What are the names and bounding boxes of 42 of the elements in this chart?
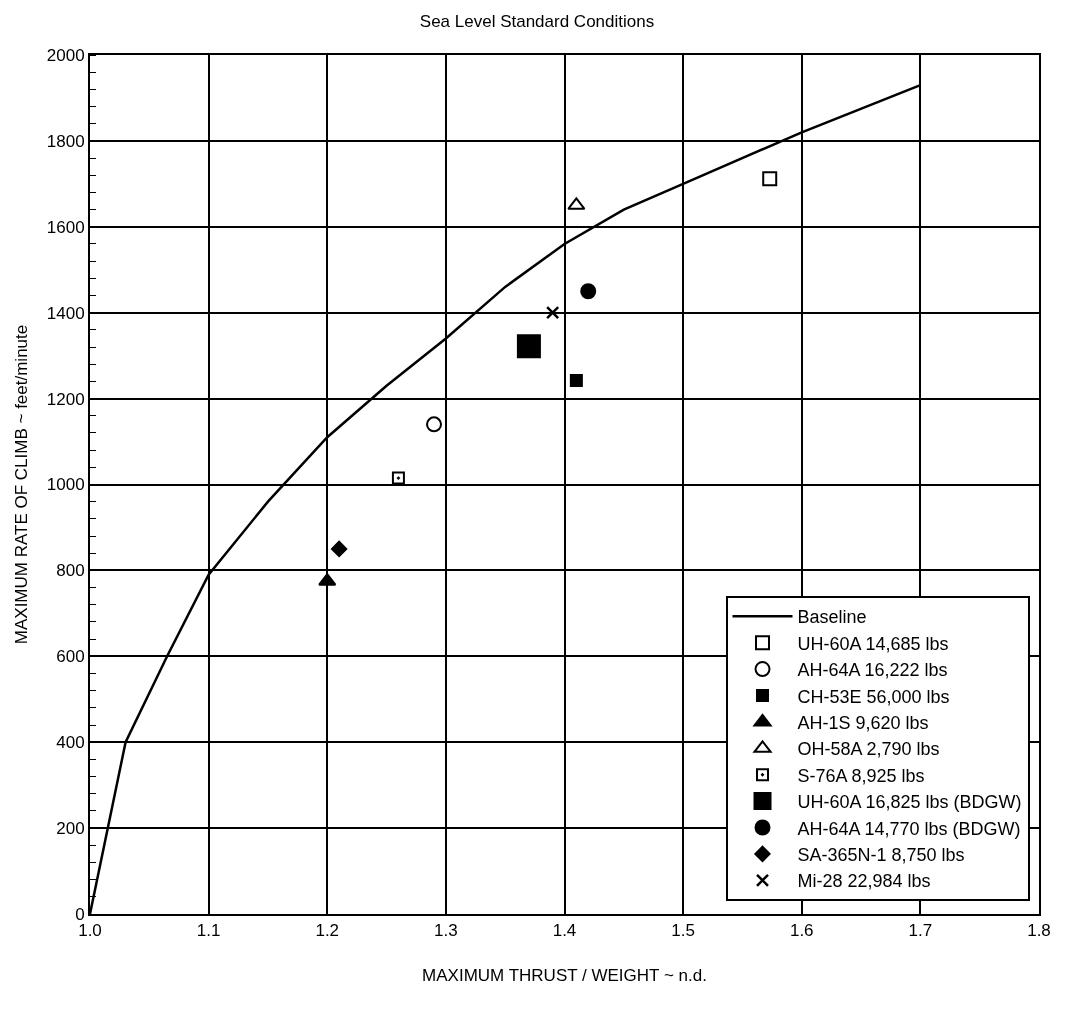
x-tick-label: 1.5	[671, 921, 695, 941]
x-axis-title: MAXIMUM THRUST / WEIGHT ~ n.d.	[422, 966, 707, 986]
x-tick-label: 1.7	[908, 921, 933, 941]
x-tick-label: 1.3	[434, 921, 458, 941]
point	[569, 374, 583, 388]
point	[330, 540, 348, 558]
point	[580, 283, 597, 300]
legend-label: AH-64A 14,770 lbs (BDGW)	[797, 818, 1021, 839]
y-tick-label: 200	[56, 819, 85, 839]
y-tick-label: 1800	[46, 131, 85, 151]
x-tick-label: 1.1	[196, 921, 221, 941]
legend-label: Mi-28 22,984 lbs	[797, 871, 931, 892]
x-tick-label: 1.2	[315, 921, 340, 941]
point	[426, 416, 443, 433]
legend-label: Baseline	[797, 607, 867, 628]
point	[762, 171, 778, 187]
y-tick-label: 1600	[46, 217, 85, 237]
x-tick-label: 1.8	[1027, 921, 1051, 941]
y-tick-label: 800	[56, 561, 85, 581]
y-tick-label: 1400	[46, 303, 85, 323]
legend-label: AH-64A 16,222 lbs	[797, 660, 948, 681]
x-tick-label: 1.6	[789, 921, 814, 941]
y-tick-label: 600	[56, 647, 85, 667]
legend-label: SA-365N-1 8,750 lbs	[797, 844, 965, 865]
point	[516, 334, 541, 359]
point	[545, 305, 560, 320]
legend-label: CH-53E 56,000 lbs	[797, 686, 950, 707]
legend-label: OH-58A 2,790 lbs	[797, 739, 940, 760]
point	[391, 471, 405, 485]
y-tick-label: 0	[75, 904, 85, 924]
legend-label: UH-60A 14,685 lbs	[797, 633, 949, 654]
legend-label: S-76A 8,925 lbs	[797, 765, 925, 786]
legend-label: UH-60A 16,825 lbs (BDGW)	[797, 792, 1022, 813]
y-tick-label: 1000	[46, 475, 85, 495]
legend-label: AH-1S 9,620 lbs	[797, 712, 929, 733]
y-tick-label: 2000	[46, 45, 85, 65]
y-axis-title: MAXIMUM RATE OF CLIMB ~ feet/minute	[11, 324, 31, 645]
chart-title: Sea Level Standard Conditions	[419, 12, 655, 32]
y-tick-label: 400	[56, 733, 85, 753]
x-tick-label: 1.0	[78, 921, 102, 941]
y-tick-label: 1200	[46, 389, 85, 409]
x-tick-label: 1.4	[552, 921, 577, 941]
